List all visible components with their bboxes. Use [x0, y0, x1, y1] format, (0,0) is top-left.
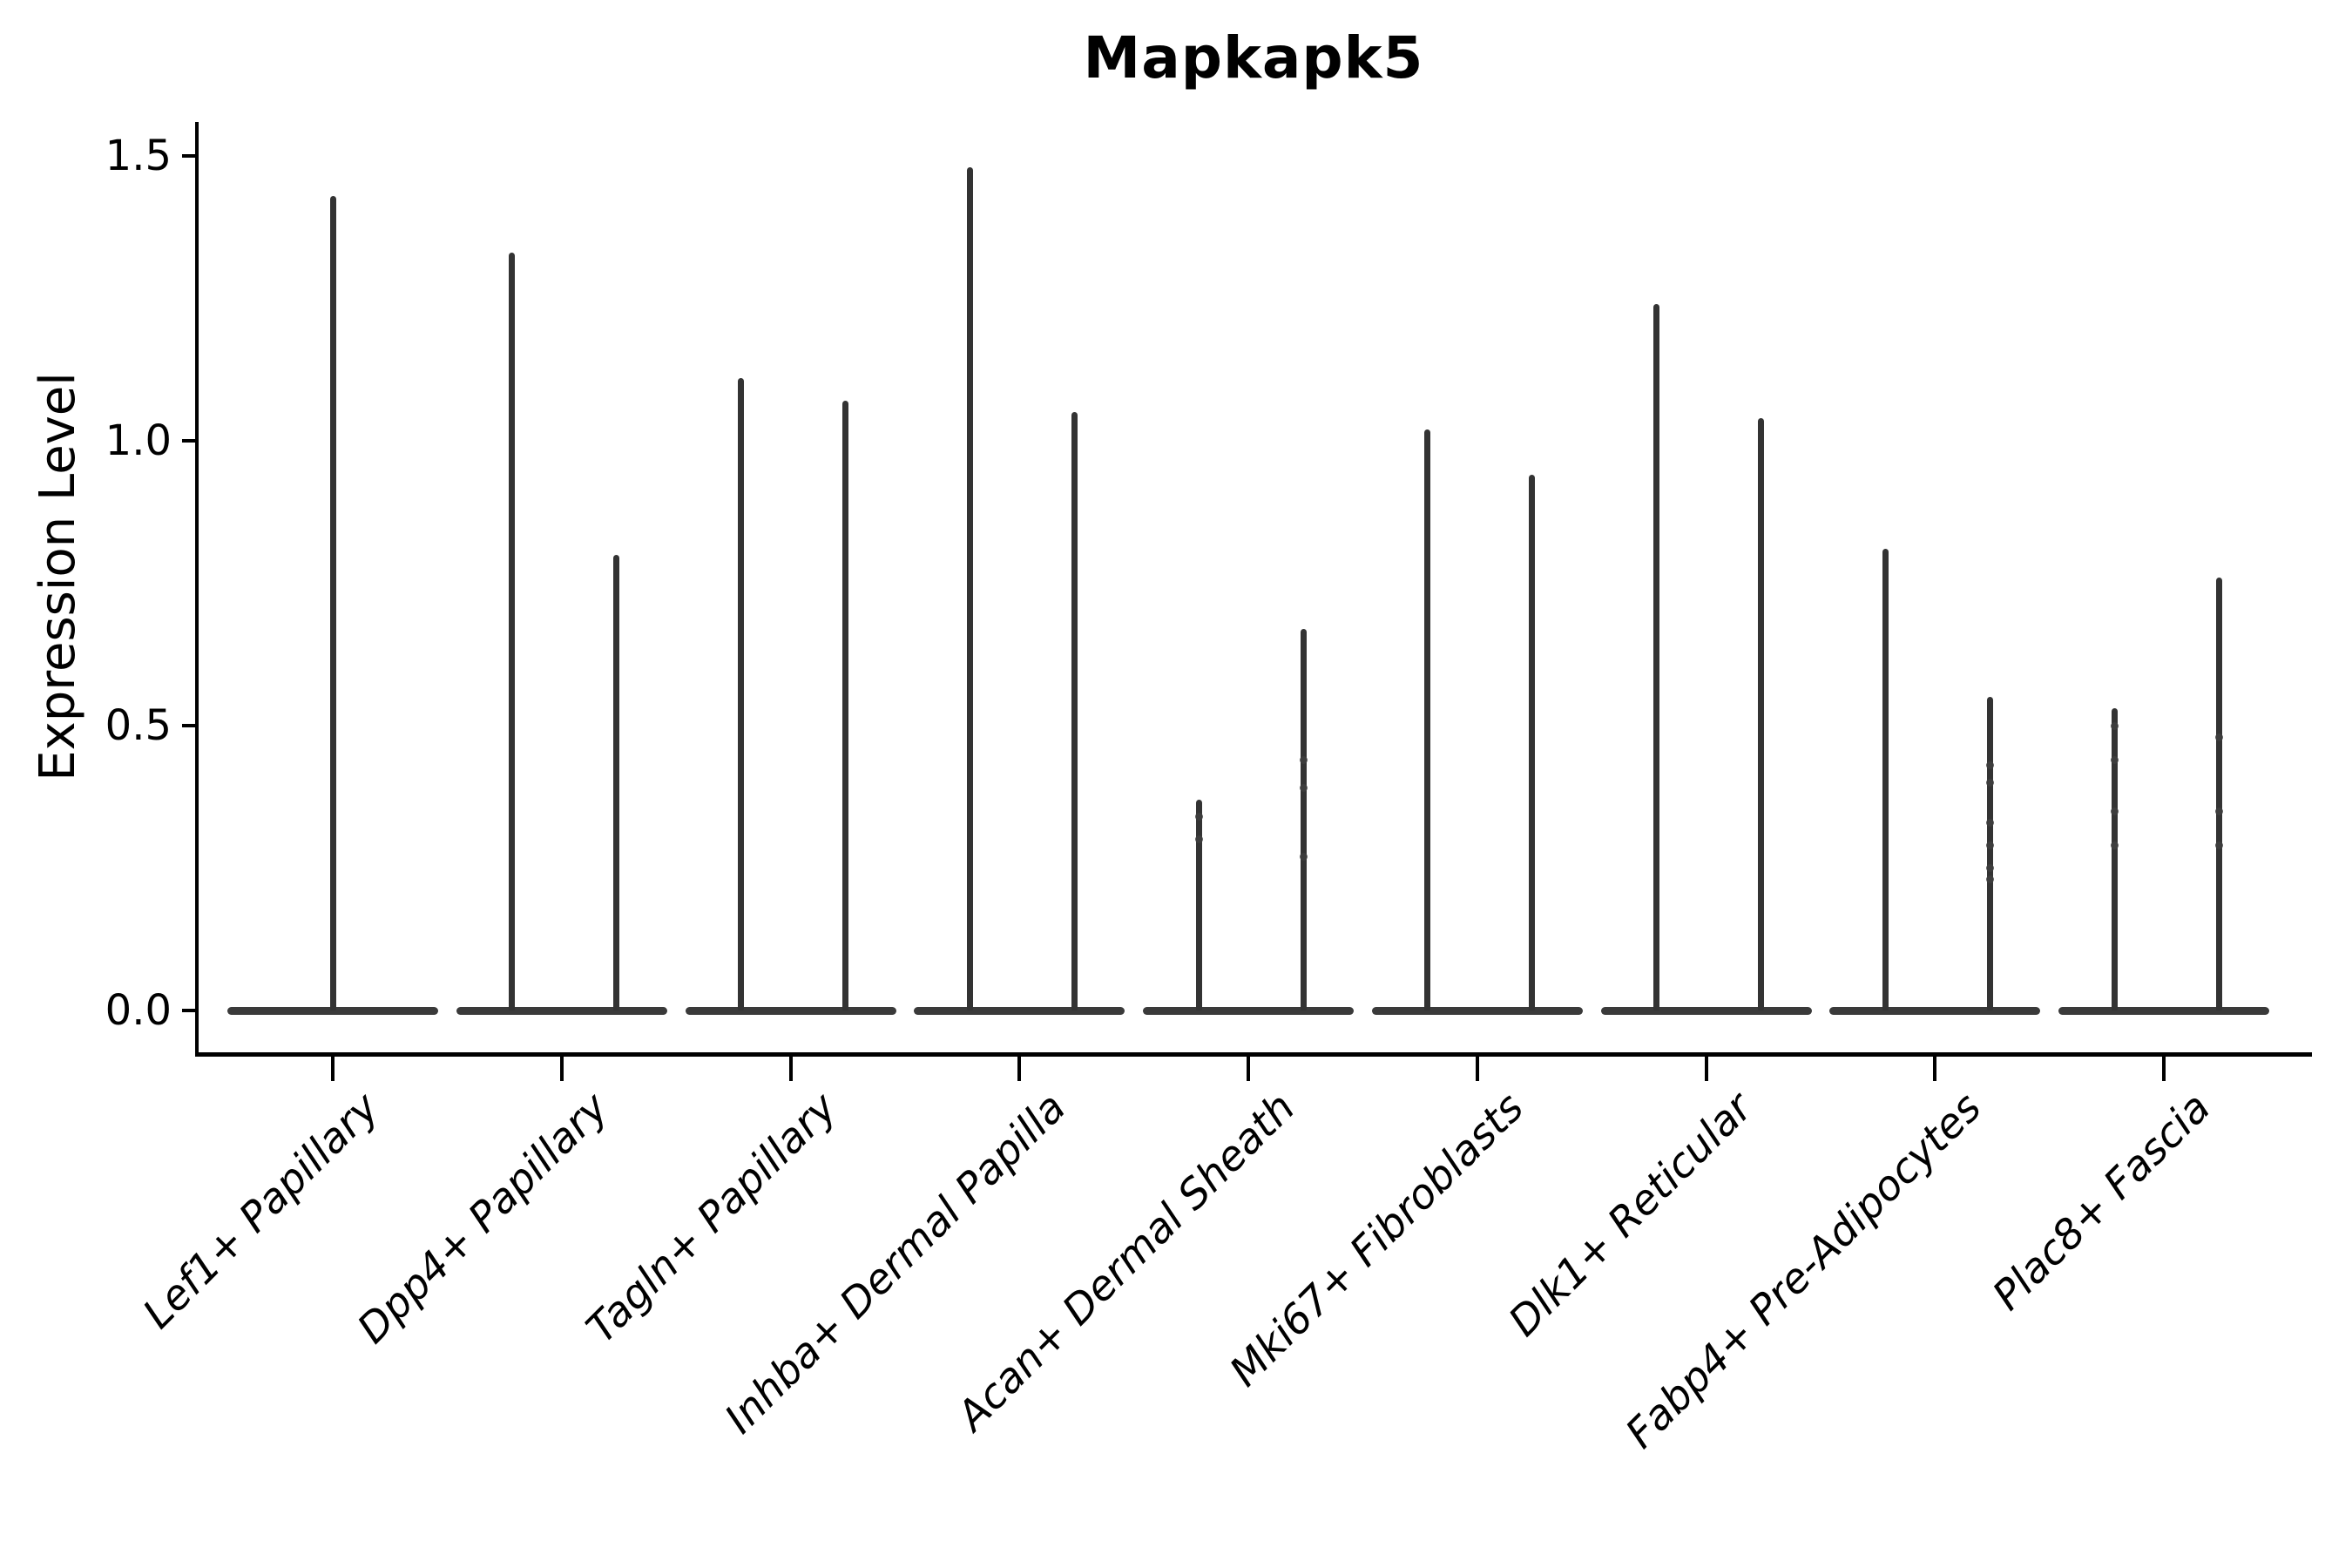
x-tick-mark	[1475, 1055, 1479, 1081]
jitter-dot	[1194, 835, 1203, 844]
violin-spike	[1424, 429, 1431, 1010]
violin-spike	[738, 378, 744, 1010]
jitter-dot	[2110, 721, 2119, 730]
jitter-dot	[1985, 864, 1994, 872]
violin-base	[1143, 1007, 1354, 1015]
y-tick-mark	[182, 154, 197, 158]
violin-base	[227, 1007, 438, 1015]
violin-spike	[1195, 800, 1202, 1010]
violin-base	[1829, 1007, 2041, 1015]
jitter-dot	[1299, 784, 1308, 793]
jitter-dot	[2214, 807, 2223, 815]
violin-spike	[1986, 697, 1993, 1010]
violin-base	[1600, 1007, 1812, 1015]
x-tick-mark	[788, 1055, 793, 1081]
violin-spike	[1529, 475, 1536, 1010]
x-tick-mark	[1017, 1055, 1022, 1081]
jitter-dot	[2110, 807, 2119, 815]
jitter-dot	[1985, 841, 1994, 849]
y-tick-mark	[182, 1009, 197, 1012]
jitter-dot	[1985, 778, 1994, 787]
violin-base	[456, 1007, 667, 1015]
jitter-dot	[1299, 852, 1308, 861]
x-tick-mark	[1247, 1055, 1250, 1081]
violin-spike	[2215, 577, 2222, 1010]
x-tick-label: Dlk1+ Reticular	[1499, 1084, 1762, 1346]
violin-spike	[842, 401, 848, 1010]
jitter-dot	[1299, 755, 1308, 764]
violin-spike	[1758, 417, 1764, 1010]
jitter-dot	[2110, 841, 2119, 849]
x-tick-mark	[559, 1055, 564, 1081]
violin-spike	[966, 167, 973, 1010]
y-axis-spine	[195, 122, 199, 1056]
violin-spike	[1882, 549, 1889, 1010]
y-tick-mark	[182, 724, 197, 727]
y-tick-mark	[182, 439, 197, 443]
jitter-dot	[1194, 813, 1203, 821]
x-tick-mark	[2162, 1055, 2166, 1081]
jitter-dot	[2214, 841, 2223, 849]
x-axis-spine	[195, 1052, 2312, 1057]
x-tick-label: Plac8+ Fascia	[1983, 1084, 2220, 1321]
y-tick-label: 1.0	[105, 416, 172, 465]
x-tick-mark	[1704, 1055, 1708, 1081]
jitter-dot	[1985, 818, 1994, 827]
chart-title: Mapkapk5	[1083, 24, 1424, 91]
violin-spike	[2111, 708, 2118, 1010]
violin-base	[685, 1007, 896, 1015]
jitter-dot	[2214, 733, 2223, 741]
x-tick-mark	[1933, 1055, 1937, 1081]
violin-spike	[1653, 304, 1659, 1010]
jitter-dot	[2110, 755, 2119, 764]
violin-base	[914, 1007, 1125, 1015]
violin-spike	[1071, 412, 1078, 1010]
x-tick-mark	[331, 1055, 335, 1081]
y-tick-label: 1.5	[105, 132, 172, 180]
violin-spike	[1300, 628, 1307, 1010]
violin-base	[1371, 1007, 1583, 1015]
x-tick-label: Tagln+ Papillary	[577, 1084, 847, 1353]
x-tick-label: Lef1+ Papillary	[133, 1084, 389, 1339]
violin-spike	[329, 195, 336, 1010]
violin-spike	[613, 554, 620, 1010]
violin-base	[2058, 1007, 2269, 1015]
x-tick-label: Dpp4+ Papillary	[348, 1084, 618, 1354]
violin-spike	[509, 253, 516, 1010]
y-tick-label: 0.5	[105, 701, 172, 750]
y-tick-label: 0.0	[105, 986, 172, 1035]
jitter-dot	[1985, 875, 1994, 884]
jitter-dot	[1985, 761, 1994, 770]
